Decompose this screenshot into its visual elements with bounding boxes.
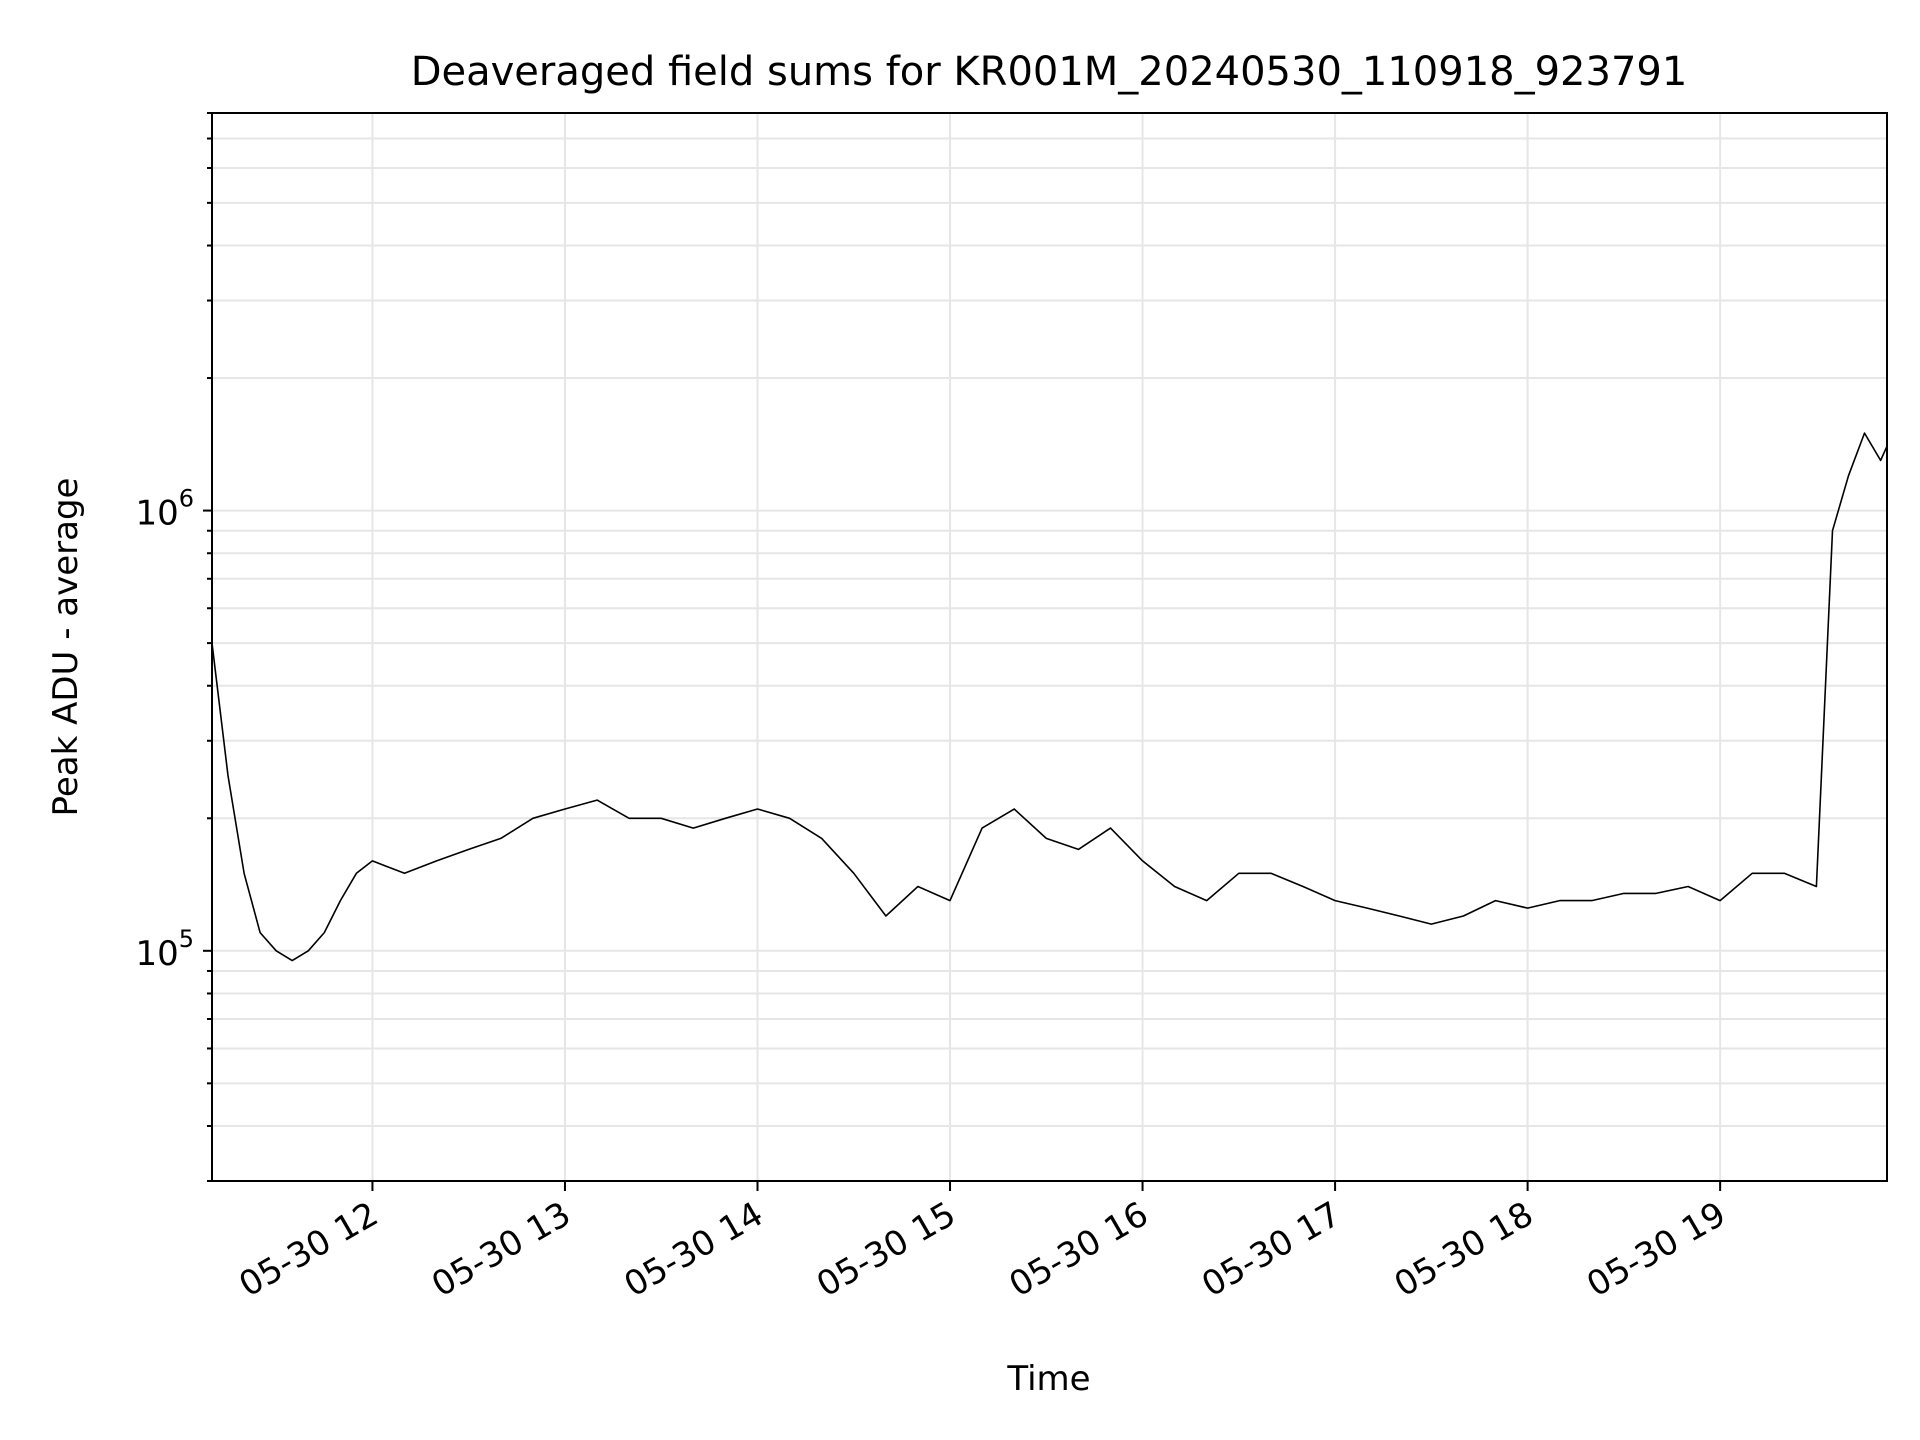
plot-background (212, 113, 1887, 1181)
y-tick-label: 105 (135, 925, 194, 974)
x-tick-label: 05-30 16 (1003, 1194, 1155, 1305)
x-tick-label: 05-30 14 (618, 1194, 770, 1305)
x-axis: 05-30 12 05-30 13 05-30 14 05-30 15 05-30 16… (233, 1181, 1733, 1305)
x-tick-label: 05-30 18 (1388, 1194, 1540, 1305)
x-tick-label: 05-30 17 (1195, 1194, 1347, 1305)
grid (212, 112, 1887, 1182)
chart-title: Deaveraged field sums for KR001M_2024053… (411, 49, 1688, 95)
x-tick-label: 05-30 13 (425, 1194, 577, 1305)
plot-frame (211, 112, 1888, 1182)
x-tick-label: 05-30 19 (1580, 1194, 1732, 1305)
x-tick-label: 05-30 12 (233, 1194, 385, 1305)
series-line-0 (211, 432, 1888, 962)
series-group (211, 432, 1888, 962)
y-axis-label: Peak ADU - average (46, 478, 86, 817)
y-axis: 105 106 (135, 112, 212, 1182)
y-tick-label: 106 (135, 485, 194, 534)
x-axis-label: Time (1006, 1359, 1090, 1399)
x-tick-label: 05-30 15 (810, 1194, 962, 1305)
